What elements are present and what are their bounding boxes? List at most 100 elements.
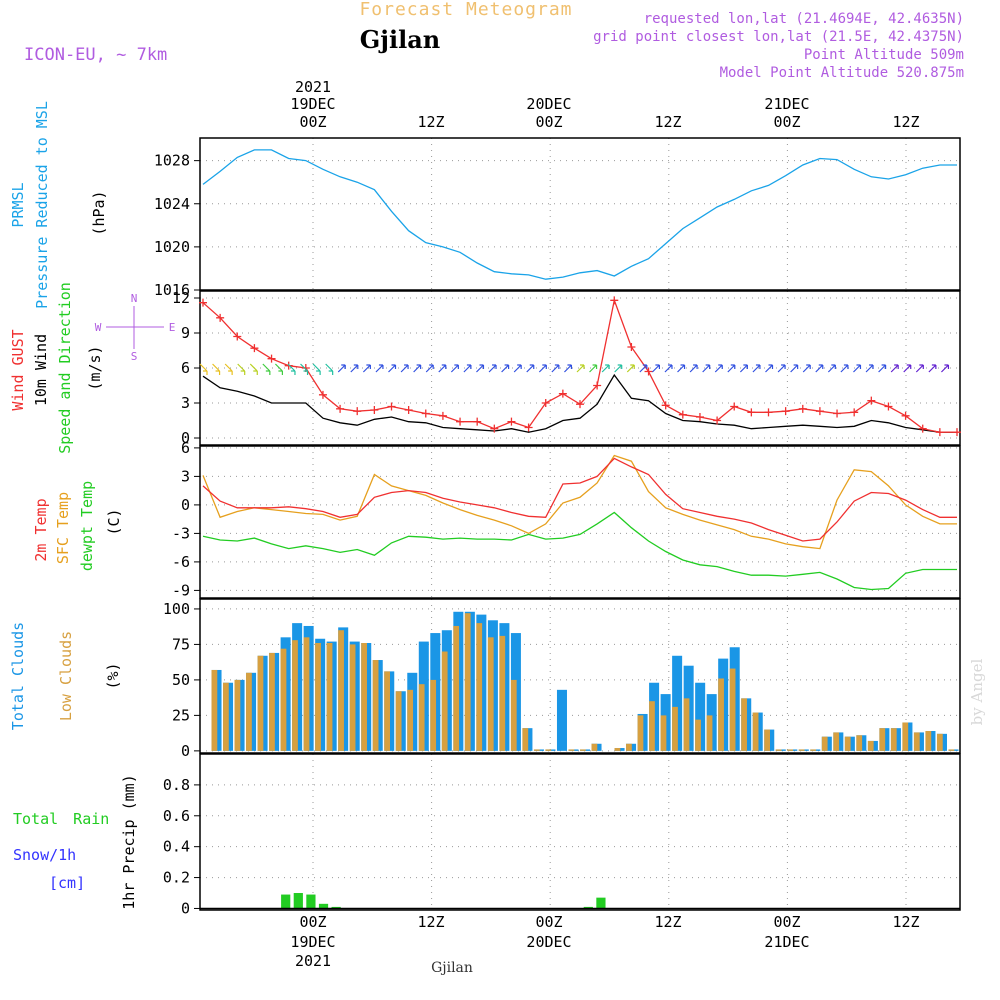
bar-low-clouds <box>890 728 897 751</box>
wind-arrow <box>853 364 862 373</box>
wind-arrow <box>538 364 547 373</box>
wind-arrow <box>551 364 560 373</box>
bar-low-clouds <box>913 732 920 751</box>
bottom-time-2: 12Z <box>417 913 444 931</box>
ytick-label-pressure-2: 1024 <box>154 195 190 213</box>
top-time-3: 00Z <box>535 113 562 131</box>
ytick-label-cloud-3: 75 <box>172 635 190 653</box>
series-sfc-line <box>202 454 957 550</box>
wind-arrow <box>941 364 950 373</box>
bar-low-clouds <box>764 729 770 751</box>
ytick-label-wind-3: 9 <box>181 324 190 342</box>
gust-marker <box>524 423 533 432</box>
gust-marker <box>730 402 739 411</box>
wind-arrow <box>702 364 711 373</box>
wind-arrow <box>928 364 937 373</box>
ytick-label-cloud-0: 0 <box>181 742 190 760</box>
series-wind10-line <box>202 373 957 433</box>
bar-low-clouds <box>315 643 321 751</box>
wind-arrow <box>488 364 497 373</box>
bar-low-clouds <box>476 623 483 751</box>
temp-unit: (C) <box>105 508 123 535</box>
wind-arrow <box>463 364 472 373</box>
bar-low-clouds <box>441 651 448 751</box>
ytick-label-temp-3: 0 <box>181 496 190 514</box>
ytick-label-wind-1: 3 <box>181 394 190 412</box>
wind-arrow <box>350 364 359 373</box>
wind-arrow <box>815 364 824 373</box>
bar-low-clouds <box>349 644 356 751</box>
wind-arrow <box>450 364 459 373</box>
bar-rain <box>596 897 606 909</box>
gust-marker <box>764 408 773 417</box>
gust-marker <box>318 390 327 399</box>
bar-low-clouds <box>729 668 736 751</box>
snow-unit: [cm] <box>49 874 85 892</box>
panel-cloud: 0 25 50 75 100 <box>163 598 961 760</box>
footer-station: Gjilan <box>431 960 473 976</box>
bottom-year: 2021 <box>295 952 331 970</box>
frame-pressure <box>199 137 961 291</box>
point-altitude: Point Altitude 509m <box>804 47 964 63</box>
frame-cloud <box>199 598 961 754</box>
bar-low-clouds <box>821 736 828 751</box>
bar-low-clouds <box>303 637 310 751</box>
bar-low-clouds <box>487 637 494 751</box>
gust-marker <box>438 411 447 420</box>
bar-low-clouds <box>464 613 471 751</box>
wind-arrow <box>199 363 208 375</box>
bar-low-clouds <box>948 749 955 751</box>
wind-arrow <box>249 363 258 375</box>
bar-low-clouds <box>775 749 782 751</box>
wind-arrow <box>790 364 799 373</box>
gust-marker <box>558 389 567 398</box>
bar-low-clouds <box>234 679 241 751</box>
station-name: Gjilan <box>360 25 440 54</box>
bar-low-clouds <box>741 698 747 751</box>
bar-low-clouds <box>545 749 552 751</box>
gust-marker <box>884 402 893 411</box>
ytick-label-pressure-1: 1020 <box>154 238 190 256</box>
wind-arrow <box>802 364 811 373</box>
gust-marker <box>833 409 842 418</box>
compass-south: S <box>131 350 138 363</box>
panel-wind: 0 3 6 9 12 <box>172 289 961 447</box>
ytick-label-cloud-2: 50 <box>172 671 190 689</box>
bar-total-clouds <box>695 682 706 751</box>
gust-marker <box>918 424 927 433</box>
wind-arrow <box>865 364 874 373</box>
bar-low-clouds <box>706 715 713 751</box>
gust-marker <box>490 424 499 433</box>
gust-marker <box>541 399 550 407</box>
gust-marker <box>627 343 636 351</box>
prmsl-unit: (hPa) <box>90 190 108 235</box>
bar-low-clouds <box>280 648 287 751</box>
gust-marker <box>678 410 687 419</box>
panel-temp: -9 -6 -3 0 3 6 <box>172 439 961 599</box>
snow-label: Snow/1h <box>13 846 76 864</box>
bar-low-clouds <box>499 635 506 751</box>
wind-arrow <box>626 364 635 373</box>
gust-marker <box>421 409 430 418</box>
bar-low-clouds <box>787 749 794 751</box>
bar-low-clouds <box>418 684 425 751</box>
gust-marker <box>695 413 704 421</box>
gust-marker <box>216 313 225 322</box>
ytick-label-temp-0: -9 <box>172 581 190 599</box>
ytick-label-temp-2: -3 <box>172 524 190 542</box>
gust-marker <box>353 407 362 416</box>
bar-rain <box>583 906 593 909</box>
bar-low-clouds <box>395 691 402 751</box>
bar-low-clouds <box>269 652 275 751</box>
frame-precip <box>199 753 961 911</box>
ytick-label-temp-4: 3 <box>181 467 190 485</box>
prmsl-label: PRMSL <box>9 182 27 227</box>
wind-arrow <box>287 363 296 375</box>
bar-low-clouds <box>660 715 667 751</box>
gust-marker <box>953 428 961 437</box>
dewpt-label: dewpt Temp <box>78 481 96 571</box>
gust-marker <box>610 296 619 305</box>
compass-north: N <box>131 292 138 305</box>
wind-arrow <box>274 363 283 375</box>
gust-marker <box>456 417 465 426</box>
